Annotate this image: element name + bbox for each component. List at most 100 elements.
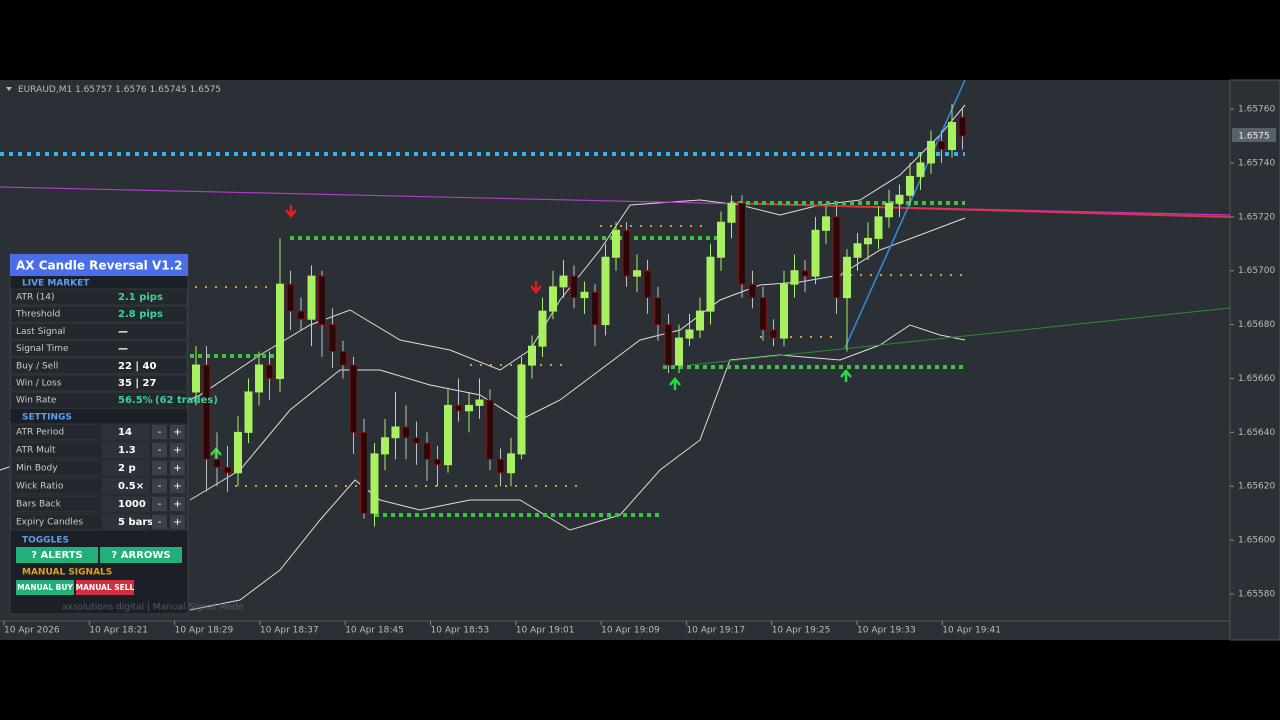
candle-body <box>937 140 946 150</box>
trend-line-green <box>689 307 1231 366</box>
candle-body <box>675 337 683 366</box>
symbol: EURAUD,M1 <box>18 85 72 95</box>
plus-button-label[interactable]: + <box>173 481 181 492</box>
candle-body <box>790 270 799 285</box>
plus-button-label[interactable]: + <box>173 445 181 456</box>
setting-value: 5 bars <box>118 517 153 528</box>
setting-label: Expiry Candles <box>16 518 83 528</box>
sell-arrow <box>530 281 542 294</box>
row-value: 2.8 pips <box>118 309 163 320</box>
candle-body <box>958 116 967 137</box>
candle-body <box>496 458 505 474</box>
candle-body <box>507 453 515 474</box>
candle-body <box>843 256 851 299</box>
manual-buy-label[interactable]: MANUAL BUY <box>17 583 73 592</box>
candle-body <box>412 437 421 444</box>
plus-button[interactable] <box>170 461 185 475</box>
candle-body <box>822 216 830 231</box>
candle-body <box>297 310 305 320</box>
candle-body <box>360 431 368 514</box>
candle-body <box>370 453 379 514</box>
toggle-button-label[interactable]: ? ALERTS <box>31 550 83 561</box>
minus-button[interactable] <box>152 515 167 529</box>
price-tag-label: 1.6575 <box>1238 132 1270 142</box>
candle-body <box>276 283 284 379</box>
row-label: Threshold <box>15 310 60 320</box>
candle-body <box>654 297 662 326</box>
candle-body <box>811 229 820 277</box>
setting-value: 2 p <box>118 463 136 474</box>
candle-body <box>685 329 694 339</box>
minus-button-label[interactable]: - <box>158 445 162 456</box>
candle-body <box>328 324 337 353</box>
setting-value-box <box>102 461 150 475</box>
plus-button-label[interactable]: + <box>173 427 181 438</box>
candle-body <box>307 275 316 320</box>
panel-row <box>10 374 188 392</box>
candle-body <box>213 458 221 468</box>
candle-body <box>864 237 872 245</box>
row-note: (62 trades) <box>155 395 218 406</box>
plus-button-label[interactable]: + <box>173 463 181 474</box>
row-label: Win / Loss <box>16 379 62 389</box>
panel-footer: axsolutions digital | Manual Signal Mode <box>62 603 244 613</box>
candle-body <box>465 404 473 412</box>
setting-value-box <box>102 497 150 511</box>
candle-body <box>286 283 295 312</box>
menu-caret <box>6 87 12 91</box>
time-tick-label: 10 Apr 19:25 <box>772 626 831 636</box>
price-tick-label: 1.65600 <box>1238 536 1275 546</box>
minus-button[interactable] <box>152 461 167 475</box>
manual-sell-label[interactable]: MANUAL SELL <box>76 583 135 592</box>
minus-button[interactable] <box>152 443 167 457</box>
plus-button[interactable] <box>170 497 185 511</box>
candle-body <box>559 275 568 288</box>
candle-body <box>255 364 263 393</box>
plus-button[interactable] <box>170 425 185 439</box>
manual-buy-button[interactable] <box>16 580 74 595</box>
setting-value: 1000 <box>118 499 146 510</box>
candle-body <box>853 243 862 258</box>
minus-button-label[interactable]: - <box>158 517 162 528</box>
plus-button-label[interactable]: + <box>173 517 181 528</box>
candle-body <box>706 256 715 312</box>
candle-body <box>486 399 494 460</box>
candle-body <box>874 216 883 239</box>
setting-label: Bars Back <box>16 500 62 510</box>
time-tick-label: 10 Apr 2026 <box>4 626 60 636</box>
candle-body <box>832 216 841 299</box>
toggle-button-label[interactable]: ? ARROWS <box>111 550 170 561</box>
plus-button[interactable] <box>170 479 185 493</box>
bollinger-lower <box>189 324 966 611</box>
time-tick-label: 10 Apr 19:17 <box>686 626 745 636</box>
minus-button[interactable] <box>152 425 167 439</box>
plus-button-label[interactable]: + <box>173 499 181 510</box>
candle-body <box>916 162 925 177</box>
minus-button-label[interactable]: - <box>158 499 162 510</box>
minus-button[interactable] <box>152 497 167 511</box>
row-label: Buy / Sell <box>16 361 58 371</box>
toggle-button[interactable] <box>100 547 182 563</box>
row-value: — <box>118 326 128 337</box>
minus-button[interactable] <box>152 479 167 493</box>
minus-button-label[interactable]: - <box>158 463 162 474</box>
panel-row <box>10 391 188 409</box>
candle-body <box>223 466 232 474</box>
buy-arrow <box>840 369 852 382</box>
minus-button-label[interactable]: - <box>158 481 162 492</box>
minus-button-label[interactable]: - <box>158 427 162 438</box>
price-tick-label: 1.65660 <box>1238 374 1275 384</box>
candle-body <box>538 310 547 347</box>
price-tick-label: 1.65760 <box>1238 105 1275 115</box>
section-title: TOGGLES <box>22 536 69 546</box>
toggle-button[interactable] <box>16 547 98 563</box>
manual-sell-button[interactable] <box>76 580 134 595</box>
price-tick-label: 1.65700 <box>1238 266 1275 276</box>
plus-button[interactable] <box>170 443 185 457</box>
price-tick-label: 1.65580 <box>1238 590 1275 600</box>
plus-button[interactable] <box>170 515 185 529</box>
candle-body <box>549 286 557 312</box>
chart-background <box>0 80 1280 640</box>
candle-body <box>318 275 326 326</box>
